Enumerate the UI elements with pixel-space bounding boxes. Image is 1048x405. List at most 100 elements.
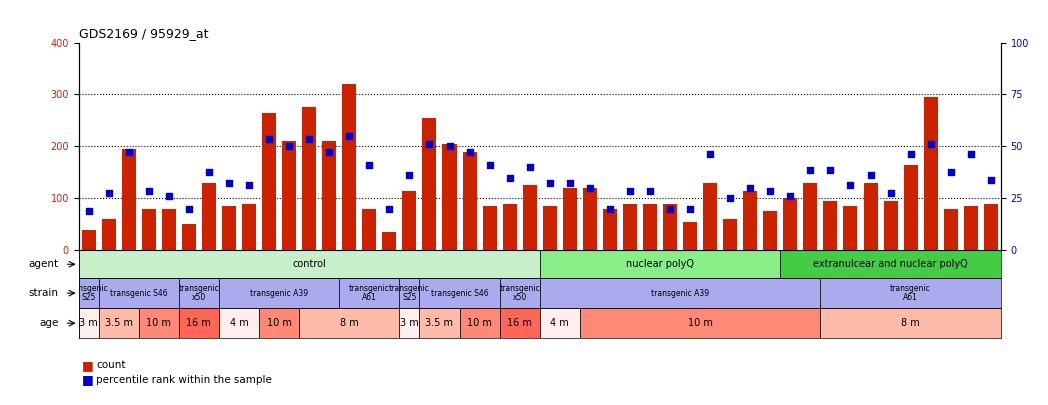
Bar (804, 183, 817, 250)
Bar (703, 183, 717, 250)
Bar (219, 278, 340, 308)
Text: 8 m: 8 m (901, 318, 920, 328)
Point (922, 141, 939, 147)
Point (702, 151, 719, 158)
Bar (363, 209, 376, 250)
Bar (964, 206, 978, 250)
Bar (603, 209, 617, 250)
Point (681, 206, 698, 212)
Text: 3 m: 3 m (80, 318, 99, 328)
Text: 3.5 m: 3.5 m (425, 318, 454, 328)
Bar (262, 113, 276, 250)
Text: transgenic
S25: transgenic S25 (68, 284, 109, 303)
Bar (643, 204, 657, 250)
Text: count: count (96, 360, 126, 370)
Text: 8 m: 8 m (340, 318, 358, 328)
Text: transgenic
x50: transgenic x50 (178, 284, 219, 303)
Point (381, 206, 398, 212)
Bar (623, 204, 637, 250)
Point (641, 188, 658, 194)
Bar (179, 308, 219, 338)
Text: nuclear polyQ: nuclear polyQ (626, 259, 694, 269)
Bar (343, 84, 356, 250)
Point (902, 151, 919, 158)
Point (762, 188, 779, 194)
Point (742, 185, 759, 191)
Text: transgenic
A61: transgenic A61 (890, 284, 931, 303)
Text: transgenic A39: transgenic A39 (651, 289, 709, 298)
Text: agent: agent (28, 259, 59, 269)
Text: transgenic A39: transgenic A39 (250, 289, 308, 298)
Point (521, 164, 538, 171)
Text: 10 m: 10 m (687, 318, 713, 328)
Bar (179, 278, 219, 308)
Bar (523, 185, 537, 250)
Point (81, 208, 97, 215)
Point (140, 188, 157, 194)
Point (863, 172, 879, 178)
Bar (903, 165, 918, 250)
Bar (302, 107, 316, 250)
Point (261, 135, 278, 142)
Point (501, 175, 518, 181)
Bar (583, 188, 597, 250)
Point (562, 179, 578, 186)
Text: GDS2169 / 95929_at: GDS2169 / 95929_at (79, 27, 209, 40)
Bar (422, 118, 436, 250)
Point (321, 148, 337, 155)
Bar (442, 144, 457, 250)
Bar (161, 209, 176, 250)
Point (982, 177, 999, 183)
Point (822, 166, 838, 173)
Point (942, 169, 959, 176)
Bar (102, 219, 115, 250)
Text: strain: strain (28, 288, 59, 298)
Text: 4 m: 4 m (230, 318, 248, 328)
Bar (202, 183, 216, 250)
Bar (138, 308, 179, 338)
Text: 10 m: 10 m (147, 318, 171, 328)
Text: 3 m: 3 m (400, 318, 419, 328)
Bar (482, 206, 497, 250)
Bar (821, 278, 1001, 308)
Text: transgenic S46: transgenic S46 (431, 289, 488, 298)
Bar (824, 201, 837, 250)
Bar (563, 188, 576, 250)
Bar (383, 232, 396, 250)
Text: extranulcear and nuclear polyQ: extranulcear and nuclear polyQ (813, 259, 968, 269)
Point (461, 148, 478, 155)
Point (882, 190, 899, 196)
Bar (419, 308, 459, 338)
Bar (282, 141, 297, 250)
Bar (402, 191, 416, 250)
Bar (821, 308, 1001, 338)
Bar (79, 308, 99, 338)
Point (220, 179, 237, 186)
Bar (82, 230, 95, 250)
Text: percentile rank within the sample: percentile rank within the sample (96, 375, 272, 385)
Point (782, 193, 799, 199)
Bar (182, 224, 196, 250)
Bar (419, 278, 500, 308)
Bar (500, 278, 540, 308)
Text: 3.5 m: 3.5 m (105, 318, 133, 328)
Bar (500, 308, 540, 338)
Point (121, 148, 137, 155)
Point (101, 190, 117, 196)
Bar (462, 151, 477, 250)
Bar (683, 222, 697, 250)
Bar (122, 149, 136, 250)
Point (582, 185, 598, 191)
Bar (79, 278, 99, 308)
Bar (864, 183, 877, 250)
Bar (219, 308, 259, 338)
Bar (259, 308, 299, 338)
Text: 10 m: 10 m (467, 318, 492, 328)
Bar (222, 206, 236, 250)
Bar (242, 204, 256, 250)
Text: 10 m: 10 m (266, 318, 291, 328)
Point (200, 169, 217, 176)
Bar (781, 250, 1001, 278)
Text: 16 m: 16 m (187, 318, 212, 328)
Text: 16 m: 16 m (507, 318, 532, 328)
